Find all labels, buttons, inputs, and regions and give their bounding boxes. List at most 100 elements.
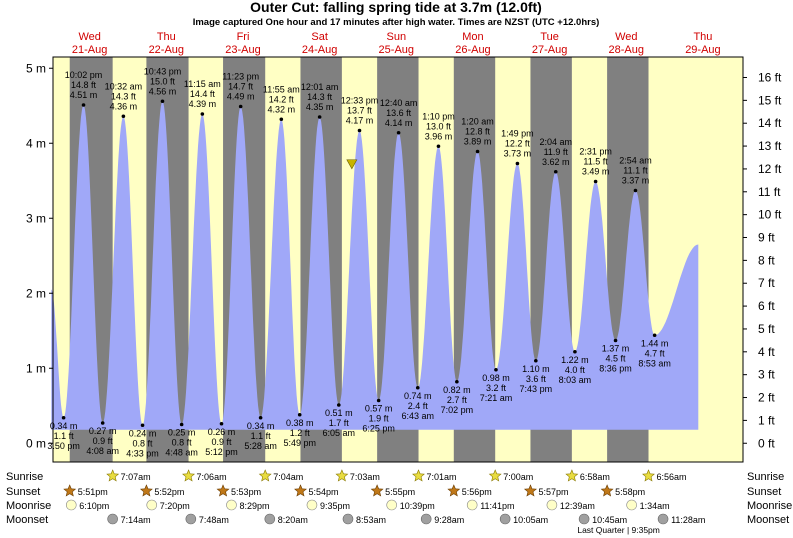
y-tick-label-ft: 9 ft — [758, 231, 775, 245]
high-tide-time: 11:55 am — [263, 84, 300, 94]
high-tide-m: 3.96 m — [425, 131, 453, 141]
y-tick-label-m: 0 m — [26, 436, 46, 450]
sun-star-icon — [412, 469, 425, 482]
sunset-time: 5:54pm — [308, 487, 338, 497]
day-label-dow: Thu — [157, 31, 176, 43]
moonset-icon — [342, 513, 354, 525]
sunset-time: 5:53pm — [231, 487, 261, 497]
moonset-icon — [578, 513, 590, 525]
low-tide-m: 0.98 m — [482, 373, 510, 383]
y-tick-label-ft: 1 ft — [758, 413, 775, 427]
low-tide-time: 6:43 am — [401, 411, 434, 421]
high-tide-ft: 14.8 ft — [71, 80, 97, 90]
high-tide-ft: 13.0 ft — [426, 121, 452, 131]
sunrise-time: 7:03am — [350, 472, 380, 482]
extreme-dot — [436, 144, 441, 149]
low-tide-ft: 2.4 ft — [408, 401, 429, 411]
high-tide-ft: 14.7 ft — [228, 82, 254, 92]
high-tide-m: 3.49 m — [582, 167, 610, 177]
low-tide-ft: 4.7 ft — [645, 348, 666, 358]
high-tide-time: 10:43 pm — [144, 66, 182, 76]
extreme-dot — [140, 423, 145, 428]
extreme-dot — [613, 338, 618, 343]
y-tick-label-m: 2 m — [26, 286, 46, 300]
low-tide-m: 0.26 m — [208, 427, 236, 437]
row-label-right: Moonrise — [747, 500, 792, 512]
y-tick-label-ft: 8 ft — [758, 253, 775, 267]
y-tick-label-m: 4 m — [26, 136, 46, 150]
day-label-date: 23-Aug — [225, 44, 260, 56]
low-tide-ft: 2.7 ft — [447, 395, 468, 405]
high-tide-time: 12:33 pm — [341, 96, 379, 106]
high-tide-ft: 11.1 ft — [623, 166, 648, 176]
low-tide-ft: 3.2 ft — [486, 383, 507, 393]
extreme-dot — [179, 422, 184, 427]
high-tide-ft: 14.3 ft — [307, 92, 333, 102]
moonset-icon — [264, 513, 276, 525]
low-tide-ft: 0.8 ft — [172, 438, 193, 448]
moonrise-icon — [386, 499, 398, 511]
sun-star-icon — [139, 484, 153, 497]
day-label-dow: Tue — [540, 31, 559, 43]
low-tide-m: 1.10 m — [522, 364, 550, 374]
axes: 0 m 1 m 2 m 3 m 4 m 5 m 0 ft 1 ft 2 ft 3 ft 4 ft 5 … — [26, 56, 782, 463]
moonrise-time: 6:10pm — [79, 501, 109, 511]
y-tick-label-m: 1 m — [26, 361, 46, 375]
moonrise-icon — [226, 499, 237, 511]
high-tide-time: 10:32 am — [105, 81, 143, 91]
moonrise-icon — [146, 499, 158, 511]
moonrise-time: 9:35pm — [320, 501, 350, 511]
sunrise-time: 7:00am — [503, 472, 533, 482]
high-tide-ft: 11.5 ft — [583, 157, 608, 167]
low-tide-time: 6:05 am — [323, 428, 356, 438]
high-tide-m: 4.14 m — [385, 118, 413, 128]
current-tide-marker — [346, 159, 358, 170]
y-tick-label-ft: 6 ft — [758, 299, 775, 313]
extreme-dot — [494, 367, 498, 372]
moonrise-icon — [546, 499, 558, 511]
sun-star-icon — [565, 469, 579, 482]
moonset-time: 11:28am — [671, 515, 705, 525]
y-tick-label-m: 3 m — [26, 211, 46, 225]
day-label-dow: Thu — [693, 31, 712, 43]
low-tide-time: 8:03 am — [559, 375, 592, 385]
high-tide-ft: 14.4 ft — [190, 89, 216, 99]
high-tide-time: 12:01 am — [301, 82, 339, 92]
low-tide-ft: 1.1 ft — [251, 431, 272, 441]
moonset-icon — [657, 513, 669, 525]
extreme-dot — [396, 130, 401, 135]
y-tick-label-ft: 2 ft — [758, 391, 775, 405]
sunrise-time: 7:04am — [273, 472, 303, 482]
extreme-dot — [573, 349, 577, 354]
high-tide-time: 2:31 pm — [579, 147, 612, 157]
low-tide-time: 7:21 am — [480, 393, 513, 403]
low-tide-m: 0.24 m — [129, 428, 157, 438]
moonset-time: 8:53am — [356, 515, 386, 525]
low-tide-ft: 0.9 ft — [93, 436, 114, 446]
high-tide-ft: 13.6 ft — [386, 108, 412, 118]
day-label-date: 22-Aug — [149, 44, 184, 56]
high-tide-ft: 14.3 ft — [111, 91, 137, 101]
low-tide-ft: 0.9 ft — [212, 437, 233, 447]
low-tide-time: 7:02 pm — [441, 405, 474, 415]
day-label-date: 21-Aug — [72, 44, 107, 56]
extreme-dot — [593, 179, 598, 184]
sunrise-time: 7:01am — [427, 472, 457, 482]
sun-star-icon — [600, 484, 614, 497]
extreme-dot — [455, 379, 459, 384]
low-tide-ft: 4.5 ft — [606, 354, 627, 364]
high-tide-time: 11:23 pm — [222, 72, 259, 82]
extreme-dot — [279, 117, 284, 122]
extreme-dot — [61, 415, 66, 420]
day-labels: Wed21-AugThu22-AugFri23-AugSat24-AugSun2… — [72, 31, 721, 56]
y-tick-label-ft: 10 ft — [758, 208, 782, 222]
high-tide-m: 3.73 m — [504, 149, 532, 159]
day-label-dow: Sun — [387, 31, 407, 43]
high-tide-ft: 15.0 ft — [150, 76, 176, 86]
low-tide-m: 0.82 m — [443, 385, 471, 395]
y-tick-label-m: 5 m — [26, 61, 46, 75]
day-label-dow: Wed — [78, 31, 100, 43]
low-tide-time: 5:12 pm — [205, 447, 238, 457]
low-tide-m: 1.44 m — [641, 338, 669, 348]
